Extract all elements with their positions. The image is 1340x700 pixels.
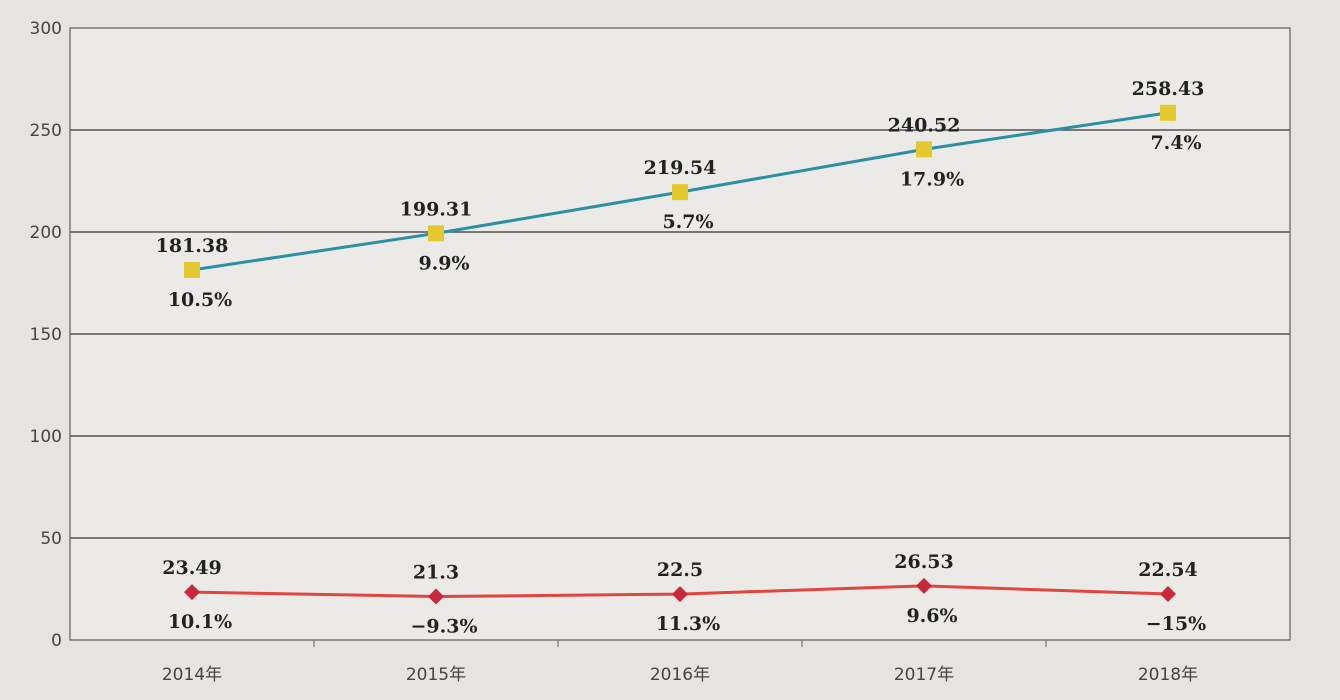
- value-label: 199.31: [400, 198, 473, 220]
- gridlines: [70, 129, 1290, 539]
- value-label: 21.3: [413, 562, 459, 584]
- growth-label: 10.5%: [168, 289, 232, 311]
- growth-label: 9.6%: [906, 605, 957, 627]
- value-label: 181.38: [156, 235, 229, 257]
- axes: 0 50 100 150 200 250 300 2014年 2015年 2016年 2017年 20…: [30, 19, 1199, 685]
- data-point-diamond: [428, 588, 444, 605]
- y-tick-label: 0: [51, 631, 62, 651]
- value-label: 22.5: [657, 559, 703, 581]
- data-point-square: [428, 225, 444, 242]
- value-label: 219.54: [644, 157, 717, 179]
- x-tick-label: 2014年: [162, 665, 222, 685]
- growth-label: 7.4%: [1150, 132, 1201, 154]
- y-tick-label: 150: [30, 325, 62, 345]
- data-point-diamond: [672, 586, 688, 603]
- x-tick-label: 2017年: [894, 665, 954, 685]
- series: [184, 104, 1176, 605]
- data-point-square: [184, 261, 200, 278]
- y-tick-label: 50: [40, 529, 62, 549]
- value-label: 258.43: [1132, 78, 1205, 100]
- growth-label: 10.1%: [168, 611, 232, 633]
- data-point-square: [916, 141, 932, 158]
- y-tick-label: 200: [30, 223, 62, 243]
- data-point-diamond: [916, 577, 932, 594]
- value-label: 22.54: [1138, 559, 1198, 581]
- growth-label: 5.7%: [662, 211, 713, 233]
- growth-label: 9.9%: [418, 252, 469, 274]
- x-tick-label: 2016年: [650, 665, 710, 685]
- data-point-square: [672, 184, 688, 201]
- growth-label: 17.9%: [900, 168, 964, 190]
- data-point-square: [1160, 104, 1176, 121]
- y-tick-label: 100: [30, 427, 62, 447]
- value-label: 240.52: [888, 114, 961, 136]
- x-tick-label: 2018年: [1138, 665, 1198, 685]
- data-point-diamond: [1160, 586, 1176, 603]
- growth-label: 11.3%: [656, 613, 720, 635]
- value-label: 23.49: [162, 557, 222, 579]
- value-label: 26.53: [894, 551, 954, 573]
- growth-label: −9.3%: [410, 616, 477, 638]
- x-tick-label: 2015年: [406, 665, 466, 685]
- data-point-diamond: [184, 584, 200, 601]
- y-tick-label: 250: [30, 121, 62, 141]
- y-tick-label: 300: [30, 19, 62, 39]
- growth-label: −15%: [1146, 613, 1206, 635]
- data-labels: 181.38 10.5% 199.31 9.9% 219.54 5.7% 240.52 17.…: [156, 78, 1207, 638]
